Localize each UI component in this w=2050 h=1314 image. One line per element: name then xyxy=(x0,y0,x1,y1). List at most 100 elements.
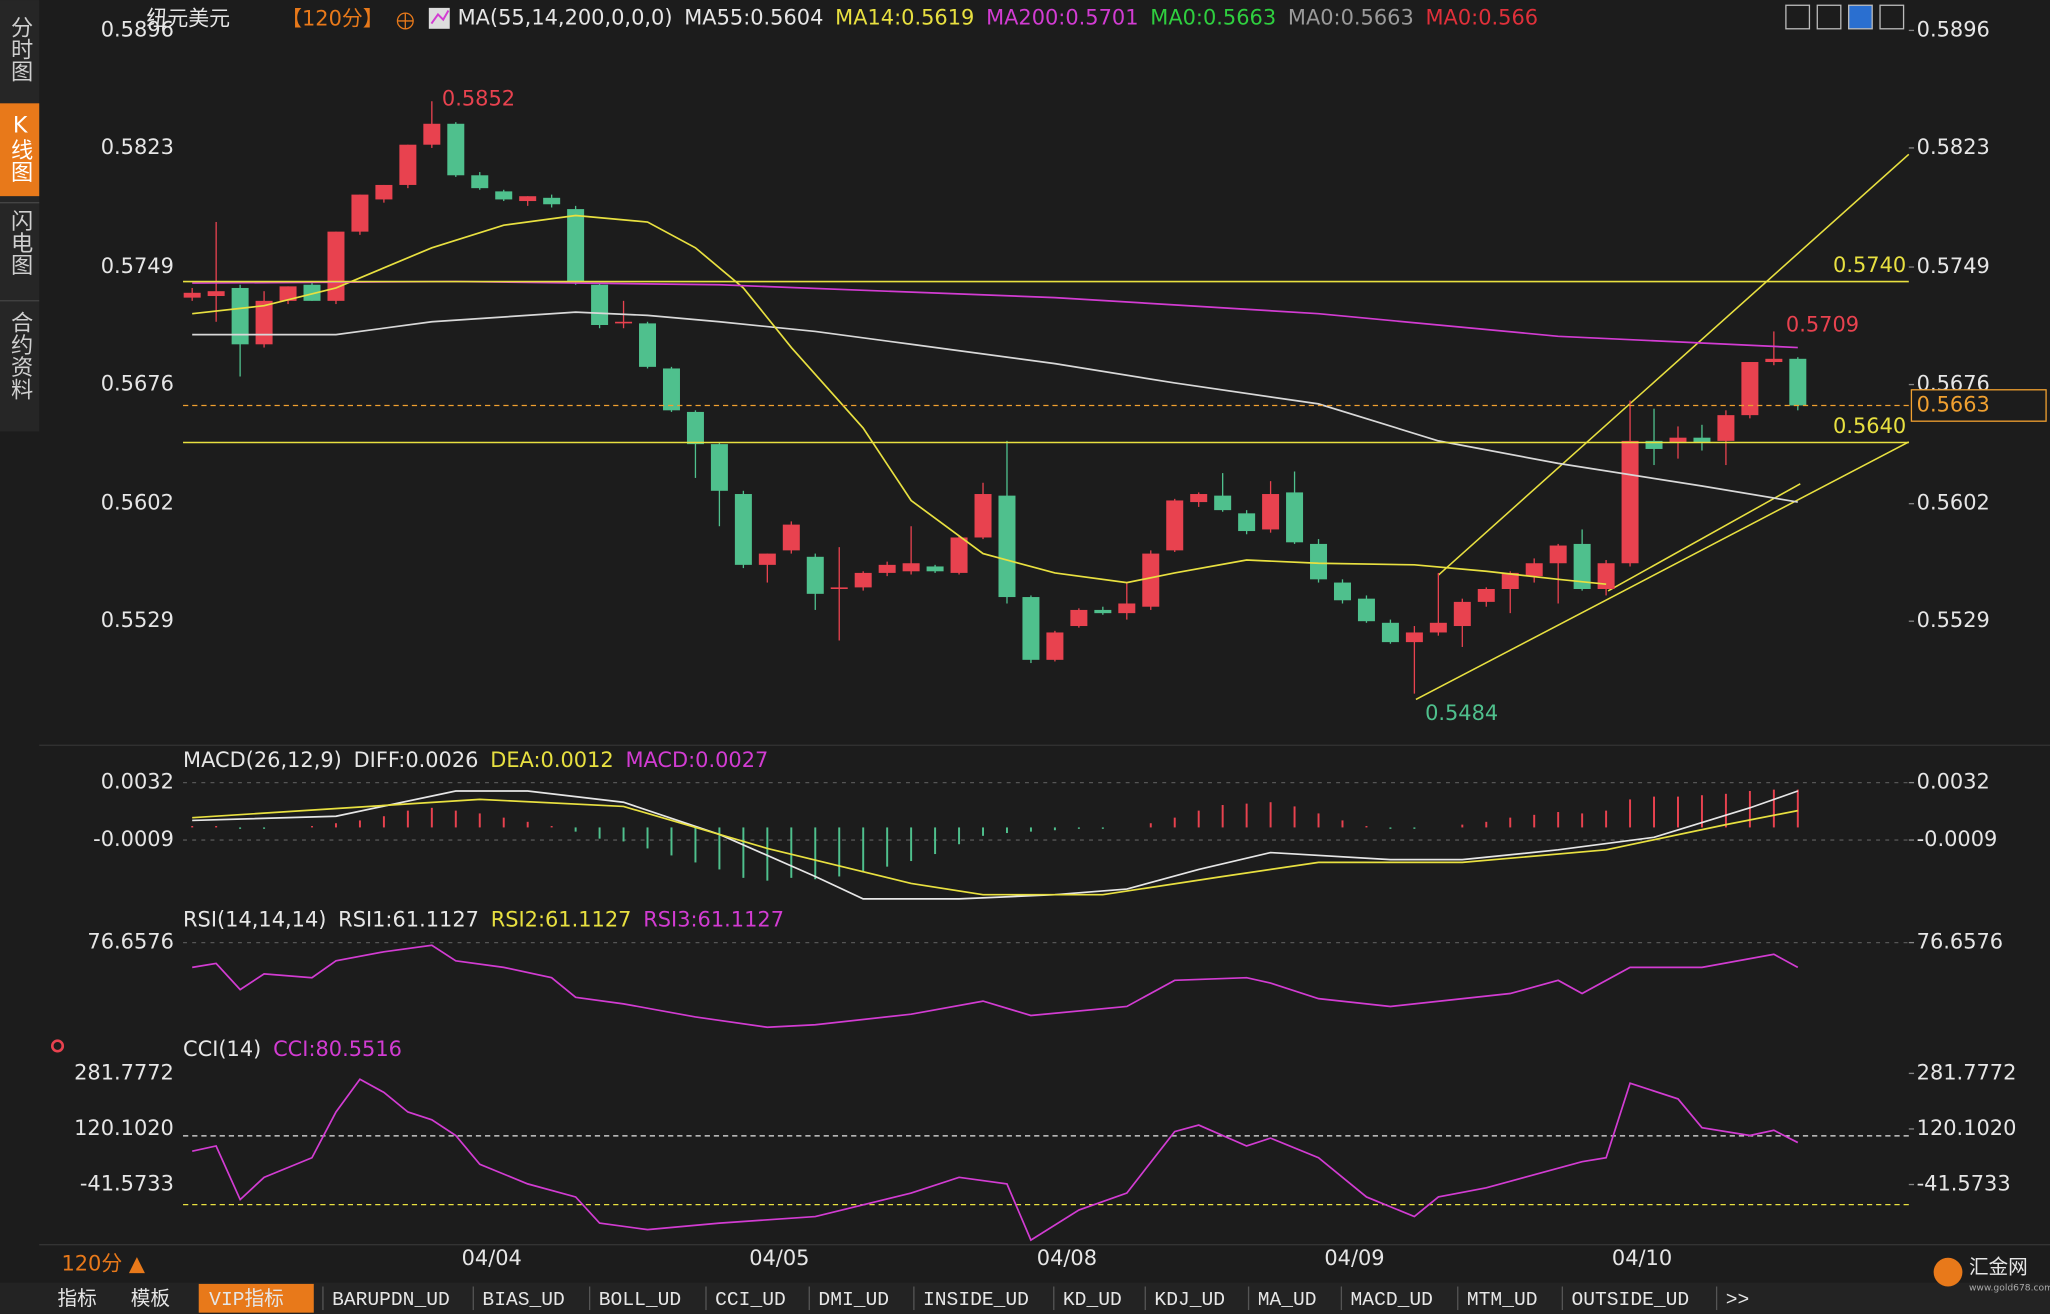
candle-body xyxy=(902,563,920,572)
footer-active xyxy=(198,1283,314,1313)
y-tick-label: 281.7772 xyxy=(74,1060,174,1084)
candle-body xyxy=(878,564,896,573)
footer-tab[interactable]: BIAS_UD xyxy=(482,1289,564,1311)
footer-tab[interactable]: BARUPDN_UD xyxy=(332,1289,450,1311)
low-label: 0.5484 xyxy=(1425,701,1498,725)
legend-item: DEA:0.0012 xyxy=(490,748,613,772)
footer-tab[interactable]: 指标 xyxy=(58,1288,97,1311)
x-tick-label: 04/05 xyxy=(749,1246,809,1270)
period: 【120分】 xyxy=(281,7,384,31)
candle-body xyxy=(1717,415,1735,441)
legend-item: RSI3:61.1127 xyxy=(643,907,784,931)
y-tick-label-right: -41.5733 xyxy=(1917,1172,2011,1196)
candle-body xyxy=(495,191,513,200)
candle-body xyxy=(231,287,249,345)
y-tick-label: 0.5823 xyxy=(101,135,174,159)
high-label: 0.5709 xyxy=(1786,313,1859,337)
candle-body xyxy=(1501,572,1519,590)
candle-body xyxy=(758,553,776,565)
footer-tab[interactable]: CCI_UD xyxy=(715,1289,786,1311)
candle-body xyxy=(1477,589,1495,602)
candle-body xyxy=(279,286,297,301)
tool-icon[interactable] xyxy=(1785,4,1811,30)
panel-legend: CCI(14) CCI:80.5516 xyxy=(183,1037,402,1061)
candle-body xyxy=(375,184,393,200)
legend-item: MACD(26,12,9) xyxy=(183,748,342,772)
tool-icon[interactable] xyxy=(1816,4,1842,30)
candle-body xyxy=(1789,358,1807,406)
logo-url: www.gold678.com xyxy=(1969,1283,2050,1293)
footer-tab[interactable]: BOLL_UD xyxy=(599,1289,681,1311)
footer-tab[interactable]: MACD_UD xyxy=(1351,1289,1433,1311)
footer-tab[interactable]: KDJ_UD xyxy=(1154,1289,1225,1311)
footer-tab[interactable]: INSIDE_UD xyxy=(923,1289,1029,1311)
indicator-icon[interactable] xyxy=(428,7,450,29)
candle-body xyxy=(926,566,944,572)
high-label: 0.5852 xyxy=(442,86,515,110)
settings-icon[interactable] xyxy=(50,1039,65,1053)
candle-body xyxy=(183,292,201,298)
candle-body xyxy=(399,144,417,185)
y-tick-label: 0.5602 xyxy=(101,491,174,515)
legend-item: MACD:0.0027 xyxy=(625,748,768,772)
sidebar xyxy=(0,0,40,432)
y-tick-label: 0.5529 xyxy=(101,608,174,632)
tool-icon[interactable] xyxy=(1848,4,1873,30)
candle-body xyxy=(1214,495,1232,511)
y-tick-label-right: 76.6576 xyxy=(1917,930,2003,954)
candle-body xyxy=(1286,492,1304,543)
x-tick-label: 04/04 xyxy=(462,1246,522,1270)
candle-body xyxy=(519,196,537,202)
footer-tab[interactable]: KD_UD xyxy=(1063,1289,1122,1311)
footer-tab[interactable]: MTM_UD xyxy=(1467,1289,1538,1311)
sidebar-tab[interactable]: 闪电图 xyxy=(7,209,33,276)
sidebar-active xyxy=(0,103,40,197)
candle-body xyxy=(423,123,441,145)
footer-tab[interactable]: OUTSIDE_UD xyxy=(1571,1289,1689,1311)
footer-tab[interactable]: DMI_UD xyxy=(818,1289,889,1311)
footer-tab[interactable]: >> xyxy=(1726,1289,1750,1311)
y-tick-label: -41.5733 xyxy=(80,1172,174,1196)
y-tick-label-right: 0.5896 xyxy=(1917,17,1990,41)
tool-icon[interactable] xyxy=(1879,4,1905,30)
candle-body xyxy=(734,494,752,565)
footer-tab[interactable]: 模板 xyxy=(131,1288,170,1311)
candle-body xyxy=(615,321,633,324)
symbol: 纽元美元 xyxy=(146,7,230,31)
footer-tab[interactable]: VIP指标 xyxy=(209,1288,284,1311)
candle-body xyxy=(686,411,704,445)
legend-item: MA0:0.5663 xyxy=(1150,5,1276,29)
candle-body xyxy=(854,572,872,588)
sidebar-tab[interactable]: K线图 xyxy=(7,112,33,183)
legend-item: RSI2:61.1127 xyxy=(491,907,632,931)
y-tick-label: 0.5749 xyxy=(101,254,174,278)
candle-body xyxy=(639,323,657,367)
y-tick-label: 0.0032 xyxy=(101,770,174,794)
logo-icon xyxy=(1933,1257,1963,1287)
candle-body xyxy=(662,368,680,411)
period-button[interactable]: 120分 ▲ xyxy=(61,1251,145,1275)
sidebar-tab[interactable]: 分时图 xyxy=(7,15,33,82)
x-tick-label: 04/08 xyxy=(1037,1246,1097,1270)
footer-tab[interactable]: MA_UD xyxy=(1258,1289,1317,1311)
candle-body xyxy=(1142,553,1160,607)
candle-body xyxy=(567,209,585,282)
legend-item: CCI:80.5516 xyxy=(273,1037,402,1061)
candle-body xyxy=(806,556,824,594)
candle-body xyxy=(1262,494,1280,530)
candle-body xyxy=(1573,543,1591,590)
y-tick-label-right: 120.1020 xyxy=(1917,1116,2017,1140)
y-tick-label-right: 0.5602 xyxy=(1917,491,1990,515)
sidebar-tab[interactable]: 合约资料 xyxy=(7,311,33,401)
horizontal-line-label: 0.5740 xyxy=(1833,253,1906,277)
y-tick-label-right: 281.7772 xyxy=(1917,1060,2017,1084)
y-tick-label: 120.1020 xyxy=(74,1116,174,1140)
legend-item: MA0:0.5663 xyxy=(1288,5,1414,29)
y-tick-label: 76.6576 xyxy=(87,930,173,954)
candle-body xyxy=(471,175,489,189)
toolbar-icons xyxy=(1785,4,1905,30)
trend-line xyxy=(1607,483,1801,592)
y-tick-label: 0.5676 xyxy=(101,372,174,396)
candle-body xyxy=(1190,494,1208,503)
